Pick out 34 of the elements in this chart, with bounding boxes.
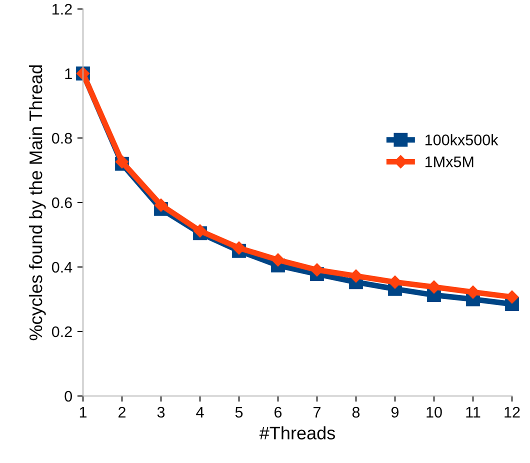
x-tick-label: 7: [314, 406, 320, 418]
x-tick-label: 10: [426, 406, 442, 418]
point: [154, 198, 168, 212]
point: [193, 224, 207, 238]
x-tick-label: 5: [235, 406, 243, 418]
point: [466, 286, 480, 299]
legend-label: 1Mx5M: [426, 156, 474, 168]
x-axis-title: #Threads: [259, 426, 335, 440]
y-axis-title: %cycles found by the Main Thread: [28, 65, 46, 340]
y-tick-label: 0.6: [52, 197, 72, 208]
point: [232, 241, 246, 255]
y-tick-label: 0.8: [52, 132, 72, 144]
x-tick-label: 3: [157, 406, 165, 418]
y-tick-label: 0: [64, 390, 72, 402]
point: [115, 155, 129, 168]
x-tick-label: 4: [196, 406, 204, 418]
x-tick-label: 6: [274, 406, 282, 418]
legend-label: 100kx500k: [426, 134, 498, 146]
x-tick-label: 12: [504, 406, 520, 418]
point: [505, 290, 519, 304]
point: [388, 276, 402, 289]
x-tick-label: 8: [352, 406, 360, 418]
y-tick-label: 1: [65, 68, 72, 80]
y-tick-label: 1.2: [52, 4, 72, 15]
point: [271, 253, 285, 266]
point: [310, 263, 324, 276]
point: [349, 269, 363, 283]
x-tick-label: 2: [118, 406, 126, 418]
y-tick-label: 0.4: [52, 262, 72, 273]
point: [427, 280, 441, 294]
y-tick-label: 0.2: [52, 326, 72, 338]
x-tick-label: 1: [80, 406, 87, 418]
x-tick-label: 9: [391, 406, 399, 418]
x-tick-label: 11: [466, 406, 480, 418]
